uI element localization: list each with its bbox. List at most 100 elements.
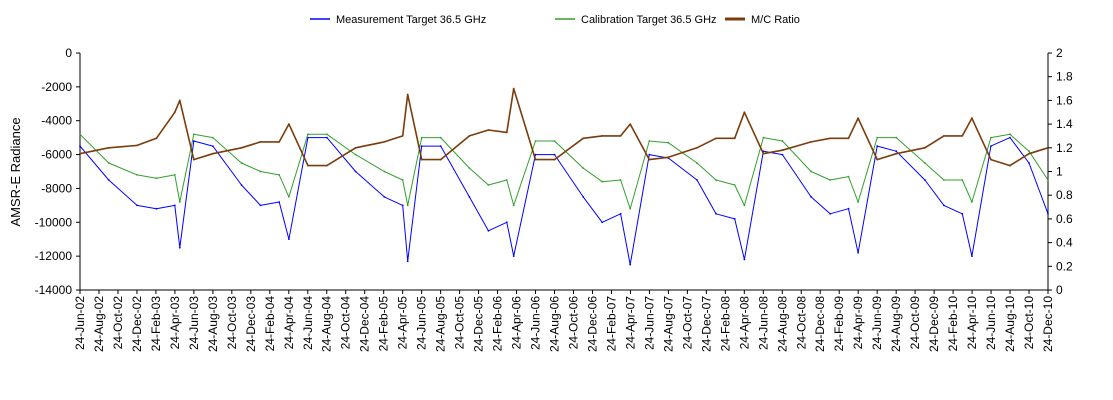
series-point-0 [1028,162,1030,164]
x-tick-label: 24-Jun-03 [187,296,201,350]
series-point-2 [512,87,515,90]
series-point-0 [487,229,490,232]
series-point-0 [829,212,831,215]
series-point-2 [876,158,879,161]
series-point-2 [810,141,812,143]
legend-label-1: Calibration Target 36.5 GHz [581,14,717,26]
series-point-2 [582,137,585,140]
x-tick-label: 24-Jun-10 [984,296,998,350]
x-tick-label: 24-Feb-08 [718,296,732,352]
x-tick-label: 24-Oct-04 [339,296,353,350]
series-point-2 [383,141,386,143]
series-point-0 [582,196,585,198]
series-point-2 [136,144,139,147]
series-point-0 [383,196,386,198]
series-point-0 [155,207,158,210]
x-tick-label: 24-Feb-05 [377,296,391,352]
x-tick-label: 24-Apr-08 [737,296,751,350]
x-tick-label: 24-Apr-09 [851,296,865,350]
x-tick-label: 24-Jun-04 [301,296,315,350]
series-point-1 [990,136,992,139]
series-point-0 [715,212,717,215]
series-point-0 [259,204,262,207]
series-point-2 [505,131,508,134]
y-tick-label-right: 0.4 [1056,236,1073,250]
x-tick-label: 24-Oct-06 [566,296,580,350]
series-point-0 [468,196,471,198]
x-tick-label: 24-Feb-04 [263,296,277,352]
series-point-1 [696,162,698,164]
x-tick-label: 24-Dec-06 [585,296,599,352]
series-point-1 [79,133,81,136]
x-tick-label: 24-Feb-06 [491,296,505,352]
x-tick-label: 24-Aug-03 [206,296,220,352]
y-tick-label-right: 0.2 [1056,259,1073,273]
x-tick-label: 24-Apr-07 [623,296,637,350]
series-point-0 [781,153,784,156]
x-tick-label: 24-Oct-08 [794,296,808,350]
y-tick-label-left: -10000 [35,215,73,229]
series-point-0 [1047,212,1049,215]
legend-label-0: Measurement Target 36.5 GHz [336,14,486,26]
series-point-2 [211,152,214,155]
y-tick-label-left: 0 [65,46,72,60]
series-point-1 [505,179,508,181]
series-point-2 [619,135,622,137]
series-point-2 [971,117,973,120]
series-point-0 [107,179,110,181]
series-point-1 [192,133,195,136]
series-point-0 [420,145,423,148]
x-tick-label: 24-Feb-07 [604,296,618,352]
series-point-2 [468,135,471,137]
x-tick-label: 24-Oct-03 [225,296,239,350]
y-tick-label-right: 0.6 [1056,212,1073,226]
series-point-2 [648,158,651,161]
series-point-1 [895,136,898,139]
x-tick-label: 24-Feb-09 [832,296,846,352]
y-tick-label-left: -12000 [35,249,73,263]
series-point-2 [534,158,537,161]
series-point-2 [924,146,926,149]
series-point-0 [173,204,176,207]
series-point-1 [278,174,281,176]
series-point-2 [553,158,556,161]
x-tick-label: 24-Apr-03 [168,296,182,350]
x-tick-label: 24-Aug-10 [1003,296,1017,352]
series-point-2 [354,146,357,149]
series-point-2 [829,137,831,140]
series-point-1 [487,184,490,186]
series-point-1 [667,141,670,144]
series-point-1 [601,180,604,183]
series-point-0 [553,153,556,156]
series-point-1 [961,179,964,181]
series-layer [79,87,1049,266]
y-tick-label-right: 2 [1056,46,1063,60]
x-tick-label: 24-Dec-10 [1041,296,1055,352]
series-point-1 [924,162,926,164]
x-tick-label: 24-Aug-04 [320,296,334,352]
series-point-2 [178,99,181,102]
x-tick-label: 24-Dec-08 [813,296,827,352]
series-point-0 [924,179,926,181]
series-point-1 [534,140,537,142]
series-point-2 [155,137,158,140]
series-line-2 [79,87,1049,167]
series-point-0 [401,204,404,207]
series-point-2 [961,135,964,137]
series-point-0 [743,258,746,261]
series-point-2 [107,146,110,149]
series-point-0 [439,145,442,148]
y-axis-title: AMSR-E Radiance [8,117,23,226]
series-point-2 [943,135,945,137]
series-point-0 [961,212,964,215]
series-point-1 [847,175,850,178]
series-point-0 [326,136,328,139]
series-point-1 [829,179,831,181]
series-point-2 [420,158,423,161]
series-point-0 [1009,136,1011,139]
series-point-1 [406,204,409,207]
y-axis-left: 0 -2000 -4000 -6000 -8000 -10000 -12000 -14000 [35,46,80,297]
y-tick-label-right: 0 [1056,283,1063,297]
series-point-1 [468,167,471,170]
